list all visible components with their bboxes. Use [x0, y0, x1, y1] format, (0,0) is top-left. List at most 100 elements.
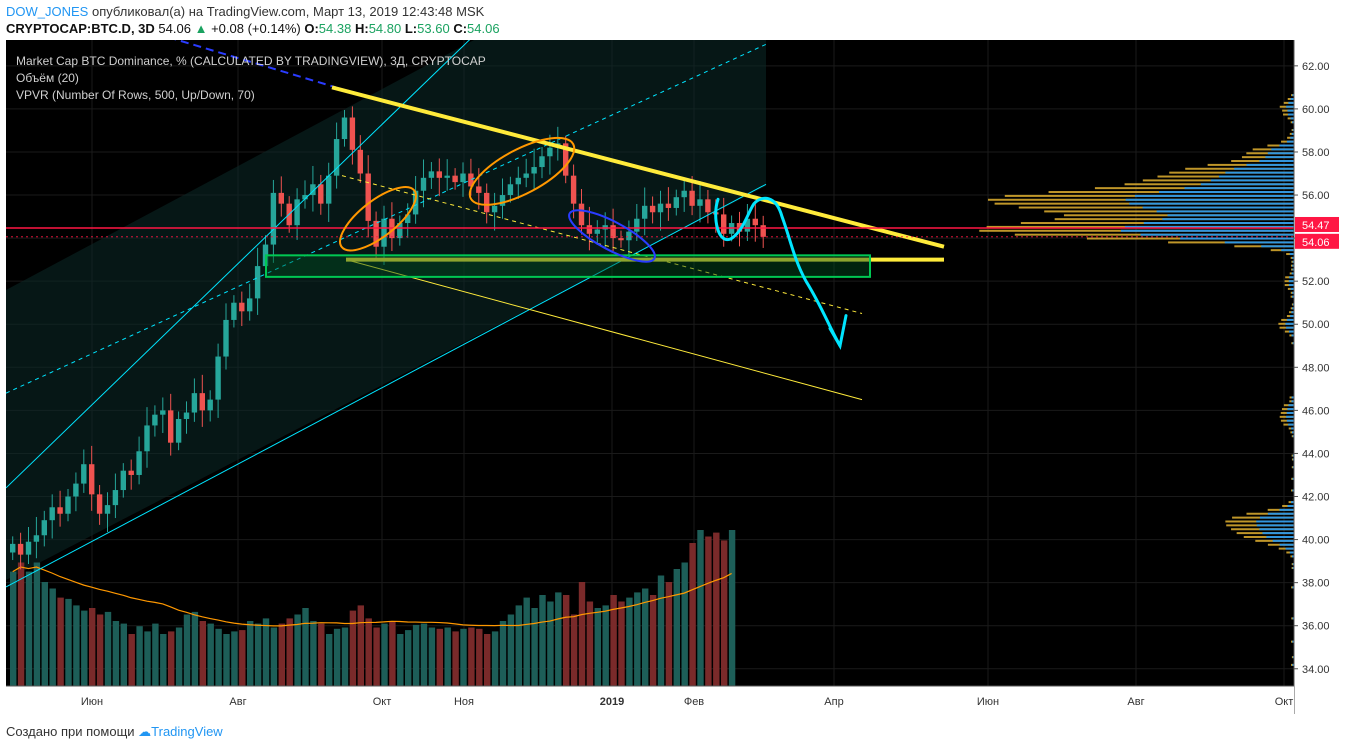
vpvr-row-up — [1286, 327, 1294, 329]
volume-bar — [176, 628, 182, 687]
volume-bar — [105, 612, 111, 686]
candle-body — [121, 471, 126, 490]
candle-body — [255, 266, 260, 298]
vpvr-row-up — [1287, 420, 1294, 422]
volume-bar — [239, 630, 245, 686]
volume-bar — [184, 615, 190, 687]
candle-body — [697, 199, 702, 205]
vpvr-row-up — [1265, 156, 1294, 158]
open-value: 54.38 — [319, 21, 352, 36]
volume-bar — [26, 572, 32, 686]
vpvr-row-up — [1280, 509, 1294, 511]
vpvr-row-up — [1291, 98, 1294, 100]
volume-bar — [595, 608, 601, 686]
candle-body — [247, 298, 252, 311]
candle-body — [57, 507, 62, 513]
volume-bar — [547, 602, 553, 687]
volume-bar — [373, 628, 379, 687]
chart-canvas[interactable]: 62.0060.0058.0056.0054.0052.0050.0048.00… — [6, 40, 1340, 714]
candle-body — [215, 357, 220, 400]
candle-body — [26, 542, 31, 555]
price-tick-label: 34.00 — [1302, 664, 1330, 676]
candle-body — [34, 535, 39, 541]
volume-bar — [18, 563, 24, 687]
candle-body — [705, 199, 710, 212]
time-tick-label: Окт — [1275, 696, 1294, 708]
open-label: O: — [304, 21, 318, 36]
author-link[interactable]: DOW_JONES — [6, 4, 88, 19]
volume-bar — [326, 634, 332, 686]
volume-bar — [279, 624, 285, 686]
vpvr-row-up — [1287, 141, 1294, 143]
tradingview-link[interactable]: TradingView — [151, 724, 223, 739]
price-change: +0.08 (+0.14%) — [211, 21, 301, 36]
candle-body — [539, 156, 544, 167]
volume-bar — [468, 628, 474, 687]
volume-bar — [208, 624, 214, 686]
time-axis[interactable] — [6, 686, 1294, 714]
ohlc-header: CRYPTOCAP:BTC.D, 3D 54.06 ▲ +0.08 (+0.14… — [6, 21, 500, 36]
candle-body — [144, 425, 149, 451]
vpvr-row-up — [1290, 253, 1294, 255]
volume-bar — [152, 624, 158, 686]
volume-bar — [413, 625, 419, 686]
candle-body — [168, 410, 173, 442]
volume-bar — [421, 624, 427, 686]
vpvr-row-up — [1289, 276, 1294, 278]
candle-body — [136, 451, 141, 475]
candle-body — [626, 232, 631, 241]
time-tick-label: Фев — [684, 696, 704, 708]
volume-bar — [437, 629, 443, 686]
price-label-text: 54.47 — [1302, 220, 1330, 232]
vpvr-row-up — [1143, 207, 1294, 209]
candle-body — [113, 490, 118, 505]
candle-body — [460, 174, 465, 183]
time-tick-label: Авг — [229, 696, 246, 708]
candle-body — [587, 225, 592, 234]
candle-body — [18, 544, 23, 555]
volume-bar — [263, 618, 269, 686]
vpvr-row-up — [1262, 532, 1294, 534]
candle-body — [658, 204, 663, 213]
volume-bar — [136, 626, 142, 686]
volume-bar — [10, 572, 16, 686]
vpvr-row-up — [1260, 517, 1294, 519]
vpvr-row-up — [1290, 551, 1294, 553]
vpvr-row-up — [1140, 234, 1294, 236]
candle-body — [223, 320, 228, 357]
vpvr-row-up — [1268, 513, 1294, 515]
vpvr-row-up — [1268, 152, 1294, 154]
volume-bar — [445, 628, 451, 687]
candle-body — [579, 204, 584, 226]
vpvr-row-up — [1289, 331, 1294, 333]
time-tick-label: Апр — [824, 696, 843, 708]
time-tick-label: Ноя — [454, 696, 474, 708]
volume-bar — [366, 618, 372, 686]
candle-body — [610, 225, 615, 238]
candle-body — [160, 410, 165, 414]
candle-body — [445, 176, 450, 178]
candle-body — [421, 178, 426, 191]
candle-body — [547, 148, 552, 157]
candle-body — [761, 225, 766, 237]
volume-bar — [144, 631, 150, 686]
vpvr-row-up — [1287, 505, 1294, 507]
chart-title: Market Cap BTC Dominance, % (CALCULATED … — [16, 54, 486, 68]
price-tick-label: 36.00 — [1302, 621, 1330, 633]
volume-bar — [729, 530, 735, 686]
price-axis[interactable] — [1294, 40, 1340, 714]
volume-bar — [389, 621, 395, 686]
time-tick-label: Июн — [977, 696, 999, 708]
volume-bar — [192, 612, 198, 686]
candle-body — [571, 176, 576, 204]
vpvr-row-up — [1286, 416, 1294, 418]
volume-bar — [626, 598, 632, 686]
candle-body — [674, 197, 679, 208]
vpvr-row-up — [1290, 137, 1294, 139]
volume-bar — [524, 598, 530, 686]
candle-body — [531, 167, 536, 173]
volume-bar — [705, 537, 711, 687]
candle-body — [650, 206, 655, 212]
time-tick-label: 2019 — [600, 696, 624, 708]
volume-bar — [658, 576, 664, 687]
